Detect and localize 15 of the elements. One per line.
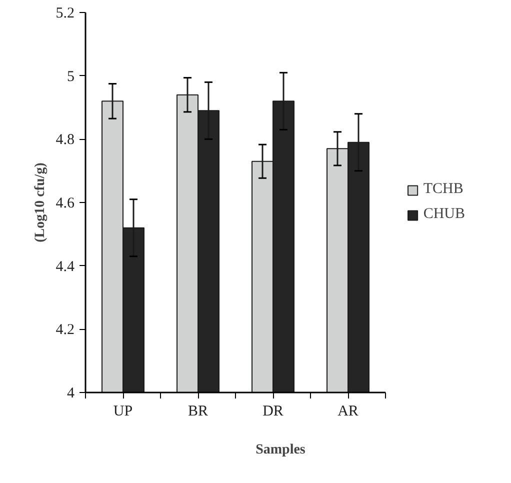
legend-label: CHUB [423, 206, 465, 223]
x-tick-label: BR [188, 404, 208, 420]
x-tick-label: UP [113, 404, 133, 420]
x-tick-label: DR [262, 404, 284, 420]
y-tick-label: 4.6 [56, 196, 75, 212]
y-tick-label: 4.4 [56, 258, 75, 275]
y-tick-label: 5.2 [56, 6, 74, 22]
y-tick-label: 4.2 [56, 322, 74, 338]
x-axis-title: Samples [256, 442, 306, 458]
y-tick-label: 4.8 [56, 132, 74, 148]
y-axis-title: (Log10 cfu/g) [32, 162, 48, 242]
legend-label: TCHB [423, 181, 464, 198]
x-tick-label: AR [338, 404, 358, 420]
y-tick-label: 4 [67, 386, 75, 402]
y-tick-label: 5 [67, 68, 74, 85]
